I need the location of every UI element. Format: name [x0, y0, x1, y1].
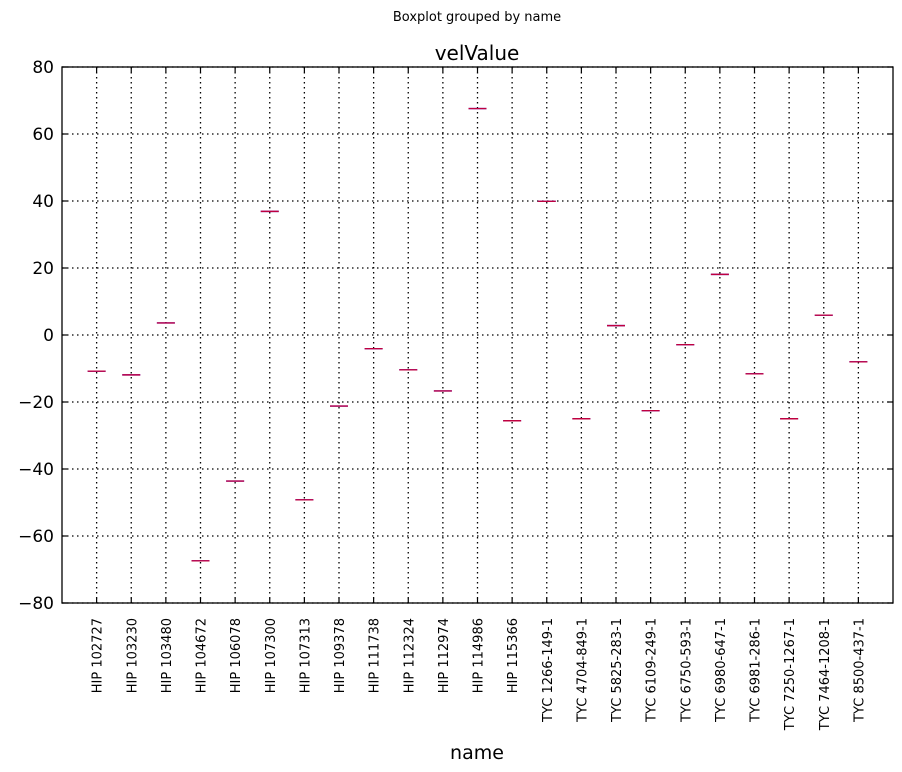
x-tick-label: HIP 107300 [264, 618, 279, 693]
box-series [87, 107, 868, 562]
y-tick-label: 60 [32, 125, 54, 145]
x-tick-label: HIP 109378 [333, 618, 348, 693]
y-tick-label: 20 [32, 259, 54, 279]
x-tick-label: HIP 112324 [402, 618, 417, 693]
x-tick-label: TYC 4704-849-1 [575, 618, 590, 723]
x-tick-label: TYC 5825-283-1 [610, 618, 625, 723]
y-tick-label: −60 [18, 527, 54, 547]
chart-suptitle: Boxplot grouped by name [393, 10, 561, 25]
x-tick-label: HIP 103230 [125, 618, 140, 693]
x-tick-label: HIP 106078 [229, 618, 244, 693]
y-tick-label: −40 [18, 460, 54, 480]
y-tick-label: 80 [32, 58, 54, 78]
x-tick-label: TYC 7464-1208-1 [818, 618, 833, 731]
x-tick-label: HIP 112974 [437, 618, 452, 693]
x-tick-label: HIP 111738 [368, 618, 383, 693]
x-tick-label: TYC 8500-437-1 [852, 618, 867, 723]
x-tick-label: TYC 1266-149-1 [541, 618, 556, 723]
x-tick-label: HIP 103480 [160, 618, 175, 693]
x-tick-label: HIP 104672 [195, 618, 210, 693]
chart-title: velValue [435, 41, 520, 65]
x-axis-label: name [450, 742, 504, 764]
x-tick-label: TYC 6750-593-1 [679, 618, 694, 723]
y-tick-label: −80 [18, 594, 54, 614]
x-tick-label: HIP 114986 [472, 618, 487, 693]
x-tick-label: TYC 6980-647-1 [714, 618, 729, 723]
x-tick-label: HIP 115366 [506, 618, 521, 693]
x-tick-label: TYC 6109-249-1 [645, 618, 660, 723]
x-tick-label: HIP 102727 [91, 618, 106, 693]
grid-lines [62, 66, 893, 604]
y-tick-label: 0 [43, 326, 54, 346]
x-tick-label: TYC 6981-286-1 [749, 618, 764, 723]
x-axis: HIP 102727 HIP 103230 HIP 103480 HIP 104672… [91, 67, 867, 731]
x-tick-label: HIP 107313 [298, 618, 313, 693]
y-axis: −80 −60 −40 −20 0 20 40 60 80 [18, 58, 893, 614]
y-tick-label: 40 [32, 192, 54, 212]
y-tick-label: −20 [18, 393, 54, 413]
x-tick-label: TYC 7250-1267-1 [783, 618, 798, 731]
